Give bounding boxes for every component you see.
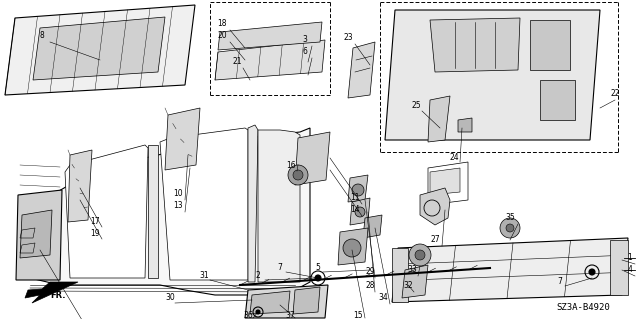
Text: 13: 13 [173,202,183,211]
Text: 27: 27 [430,235,440,244]
Text: SZ3A-B4920: SZ3A-B4920 [556,303,610,312]
Polygon shape [420,188,450,225]
Polygon shape [348,175,368,202]
Text: 8: 8 [40,31,44,40]
Circle shape [352,184,364,196]
Polygon shape [245,285,328,318]
Polygon shape [248,125,258,282]
Polygon shape [250,291,290,314]
Text: 19: 19 [90,228,100,238]
Text: 36: 36 [243,311,253,319]
Text: 7: 7 [278,263,282,272]
Text: 37: 37 [285,311,295,319]
Circle shape [589,269,595,275]
Text: 4: 4 [628,265,632,275]
Circle shape [506,224,514,232]
Text: 6: 6 [303,48,307,56]
Polygon shape [20,210,52,258]
Circle shape [415,250,425,260]
Text: 35: 35 [505,213,515,222]
Polygon shape [18,128,310,295]
Polygon shape [392,238,628,302]
Text: 32: 32 [403,281,413,291]
Polygon shape [530,20,570,70]
Polygon shape [295,132,330,185]
Text: 18: 18 [217,19,227,28]
Text: 10: 10 [173,189,183,198]
Polygon shape [16,190,62,280]
Text: 3: 3 [303,35,307,44]
Text: 33: 33 [407,265,417,275]
Polygon shape [258,130,300,282]
Polygon shape [65,145,148,278]
Text: 20: 20 [217,31,227,40]
Text: 31: 31 [199,271,209,280]
Text: 24: 24 [449,153,459,162]
Polygon shape [348,42,375,98]
Text: 29: 29 [365,268,375,277]
Polygon shape [428,96,450,142]
Polygon shape [350,198,370,225]
Polygon shape [218,22,322,50]
Polygon shape [385,10,600,140]
Text: 11: 11 [350,194,360,203]
Text: 17: 17 [90,217,100,226]
Text: 16: 16 [286,160,296,169]
Text: 34: 34 [378,293,388,302]
Text: 22: 22 [611,90,620,99]
Circle shape [315,275,321,281]
Text: 2: 2 [255,271,260,279]
Circle shape [293,170,303,180]
Text: 21: 21 [232,57,242,66]
Polygon shape [402,265,428,298]
Polygon shape [5,5,195,95]
Polygon shape [160,128,248,280]
Polygon shape [338,228,368,265]
Polygon shape [165,108,200,170]
Polygon shape [148,145,158,278]
Text: 25: 25 [411,100,421,109]
Polygon shape [392,248,408,302]
Text: 23: 23 [343,33,353,42]
Text: 5: 5 [316,263,321,272]
Circle shape [288,165,308,185]
Text: 1: 1 [628,254,632,263]
Polygon shape [610,240,628,295]
Polygon shape [458,118,472,132]
Polygon shape [215,40,325,80]
Polygon shape [33,17,165,80]
Circle shape [343,239,361,257]
Circle shape [256,310,260,314]
Polygon shape [540,80,575,120]
Text: 28: 28 [365,281,375,291]
Polygon shape [293,287,320,314]
Text: 30: 30 [165,293,175,301]
Polygon shape [430,18,520,72]
Circle shape [409,244,431,266]
Polygon shape [430,168,460,195]
Polygon shape [25,282,78,303]
Polygon shape [363,215,382,238]
Text: FR.: FR. [50,291,65,300]
Text: 14: 14 [350,205,360,214]
Polygon shape [68,150,92,222]
Circle shape [500,218,520,238]
Text: 15: 15 [353,311,363,319]
Circle shape [355,207,365,217]
Text: 7: 7 [557,278,563,286]
